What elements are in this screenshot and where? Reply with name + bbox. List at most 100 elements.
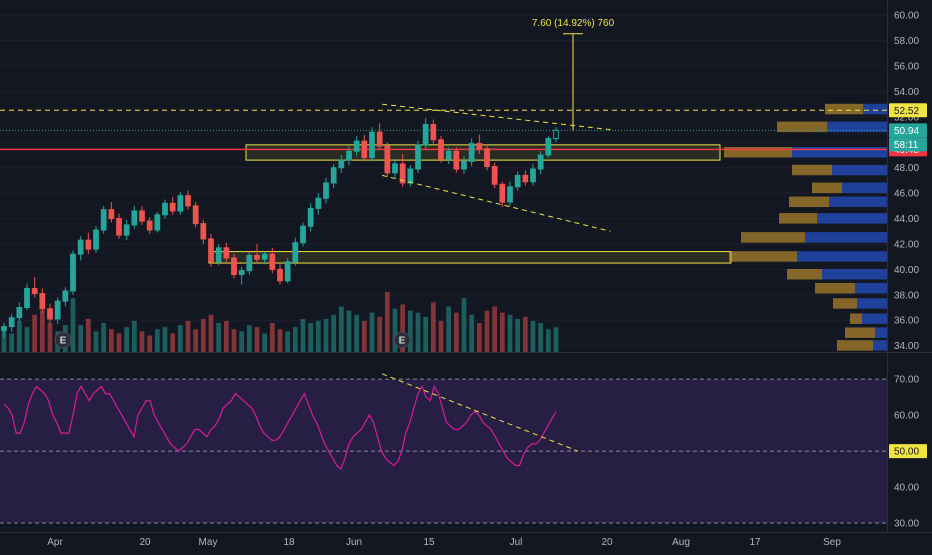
candle-body — [223, 247, 230, 259]
candle-body — [77, 239, 84, 255]
price-tick-label: 54.00 — [894, 87, 919, 98]
volume-bar — [346, 310, 352, 352]
profile-down-segment — [805, 232, 887, 243]
time-tick-label: May — [199, 537, 218, 548]
candle-body — [116, 218, 122, 236]
measure-tool[interactable]: 7.60 (14.92%) 760 — [532, 18, 615, 131]
volume-bar — [101, 323, 107, 352]
volume-bar — [254, 327, 260, 352]
candle-body — [507, 186, 513, 203]
volume-bar — [154, 329, 160, 352]
candle-body — [399, 163, 406, 184]
time-tick-label: 15 — [423, 537, 435, 548]
price-tick-label: 40.00 — [894, 265, 919, 276]
rsi-level-badge — [889, 444, 927, 459]
price-axis[interactable]: 60.00 58.00 56.00 54.00 52.00 50.00 48.00 46.00… — [889, 11, 927, 530]
volume-bar — [553, 327, 559, 352]
volume-bar — [85, 318, 91, 352]
volume-bar — [323, 318, 329, 352]
volume-bar — [200, 318, 206, 352]
price-tick-label: 34.00 — [894, 341, 919, 352]
rsi-level-label: 50.00 — [894, 447, 919, 458]
candle-body — [131, 210, 138, 226]
earnings-marker[interactable] — [393, 331, 411, 349]
candle-body — [169, 202, 176, 212]
countdown-label: 58:11 — [894, 140, 919, 151]
volume-bar — [116, 333, 122, 352]
price-label-badge — [889, 123, 927, 138]
volume-bar — [430, 302, 436, 352]
rsi-panel — [3, 373, 579, 471]
price-tick-label: 44.00 — [894, 214, 919, 225]
channel-trendline — [382, 103, 611, 131]
volume-bar — [315, 320, 321, 352]
volume-bar — [522, 316, 528, 352]
volume-bar — [177, 325, 183, 352]
volume-bar — [216, 323, 222, 352]
volume-bar — [469, 314, 475, 352]
price-tick-label: 42.00 — [894, 239, 919, 250]
volume-bar — [354, 314, 360, 352]
candle-body — [154, 214, 161, 231]
candle-body — [123, 224, 130, 236]
candle-body — [200, 223, 207, 240]
volume-bar — [492, 306, 498, 352]
volume-bar — [108, 329, 114, 352]
profile-up-segment — [850, 313, 862, 324]
volume-bar — [9, 333, 15, 352]
earnings-marker[interactable] — [54, 331, 72, 349]
volume-bar — [170, 333, 176, 352]
profile-up-segment — [825, 103, 863, 115]
profile-up-segment — [792, 164, 832, 176]
volume-bar — [78, 325, 84, 352]
candle-body — [93, 229, 99, 250]
profile-down-segment — [873, 340, 887, 351]
volume-bar — [1, 329, 7, 352]
rsi-tick-label: 70.00 — [894, 375, 919, 386]
rsi-tick-label: 40.00 — [894, 483, 919, 494]
candle-body — [8, 317, 15, 328]
volume-bar — [407, 310, 413, 352]
profile-down-segment — [822, 268, 887, 280]
candle-body — [185, 195, 191, 207]
time-tick-label: 17 — [749, 537, 761, 548]
candle-body — [330, 167, 337, 184]
volume-bar — [507, 314, 513, 352]
candle-body — [522, 174, 529, 183]
candle-body — [162, 202, 168, 216]
candle-body — [238, 270, 245, 275]
volume-bar — [453, 312, 459, 352]
rsi-band — [0, 378, 887, 524]
profile-up-segment — [724, 146, 792, 158]
time-axis[interactable]: Apr 20 May 18 Jun 15 Jul 20 Aug 17 Sep — [47, 537, 841, 548]
candle-body — [361, 140, 368, 159]
profile-down-segment — [842, 182, 887, 194]
volume-bar — [139, 331, 145, 352]
price-tick-label: 52.00 — [894, 112, 919, 123]
volume-bar — [262, 333, 268, 352]
volume-bar — [392, 308, 398, 352]
candle-body — [307, 207, 314, 227]
profile-down-segment — [832, 164, 887, 176]
time-tick-label: Apr — [47, 537, 63, 548]
candle-body — [514, 174, 521, 188]
volume-bar — [446, 306, 452, 352]
volume-bar — [538, 323, 544, 352]
support-zones[interactable] — [208, 144, 732, 264]
volume-bar — [147, 335, 153, 352]
candle-body — [54, 300, 61, 320]
rsi-tick-label: 30.00 — [894, 519, 919, 530]
candle-body — [261, 253, 268, 260]
candle-body — [108, 209, 115, 220]
candle-body — [392, 163, 398, 174]
candle-body — [208, 238, 214, 263]
rsi-trendline — [381, 373, 579, 452]
trendlines[interactable] — [382, 103, 611, 232]
candle-body — [254, 254, 260, 260]
time-tick-label: Jun — [346, 537, 362, 548]
candle-body — [70, 253, 76, 292]
volume-bar — [93, 331, 99, 352]
price-label-text: 52.52 — [894, 106, 919, 117]
